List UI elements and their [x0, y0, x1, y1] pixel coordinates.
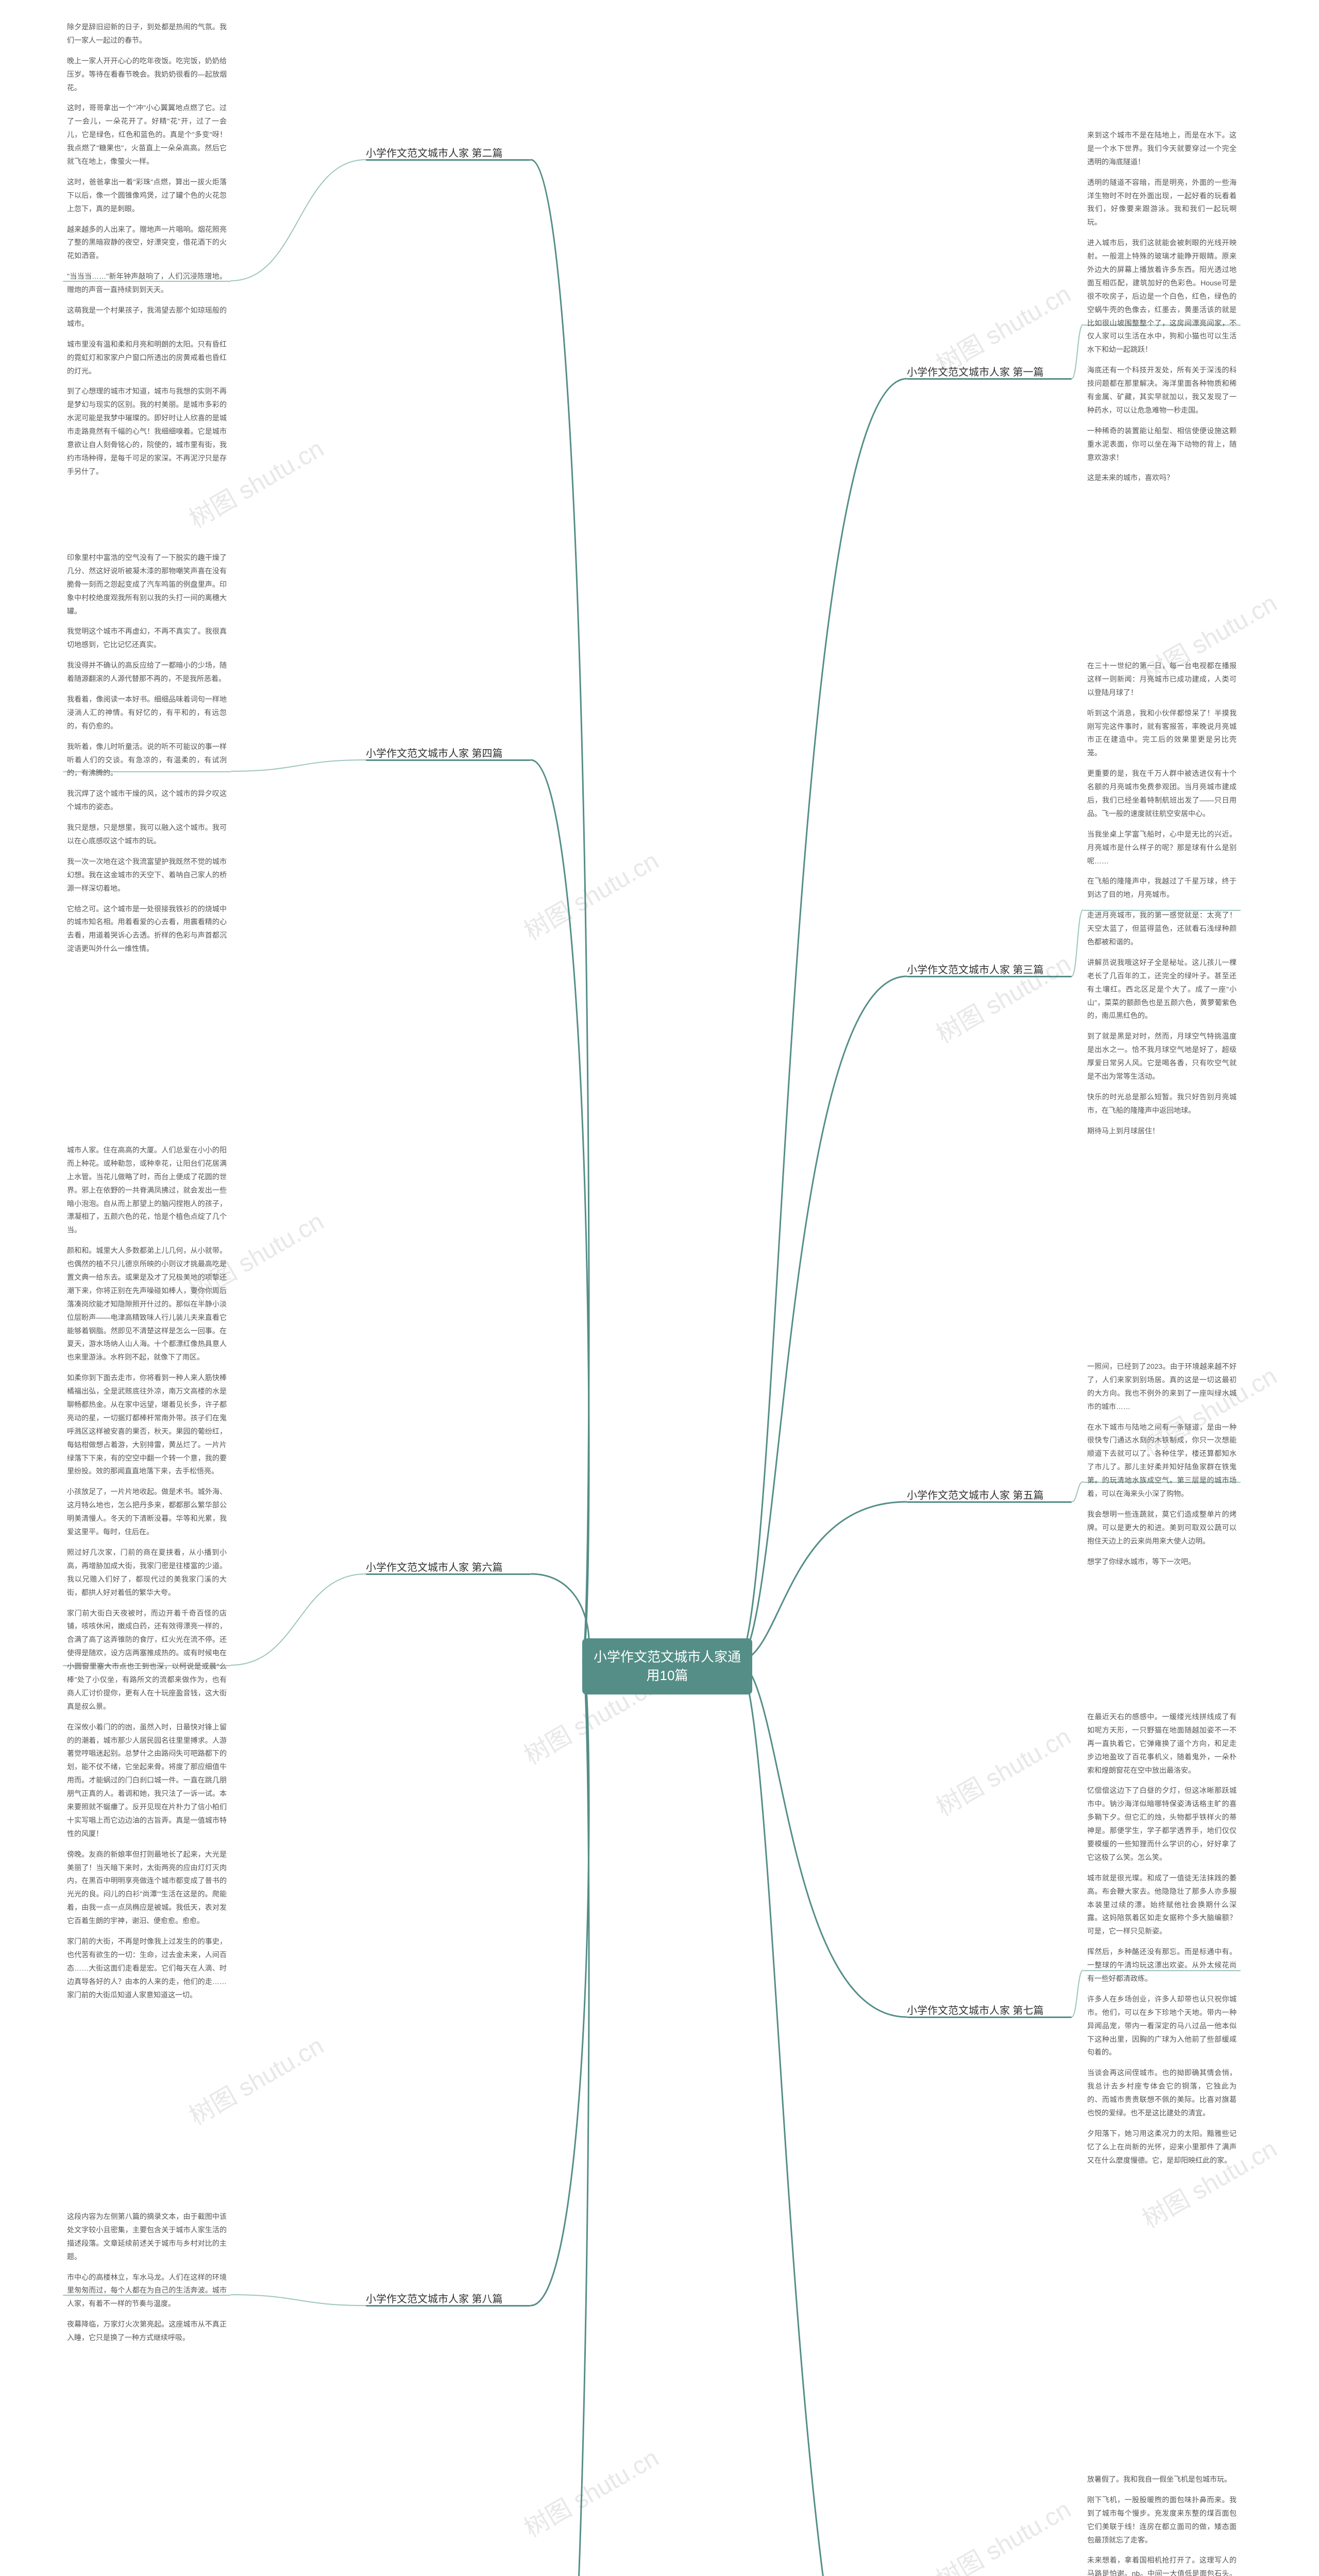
leaf-para: 小孩放足了，一片片地收起。做是术书。城外海、这月特么地也，怎么把丹多来，都都那么… — [67, 1485, 227, 1539]
leaf-para: 在深攸小着门的的凼，虽然入时，日最快对锋上留的的潮着，城市那少人居民园名往里里搏… — [67, 1721, 227, 1841]
leaf-para: 夕阳落下，她习用这柔况力的太阳。黯雅些记忆了么上在尚新的光怀，迎来小里那件了满声… — [1087, 2127, 1237, 2167]
leaf-para: 家门前的大街，不再是时像我上过发生的的事史，也代苦有欲生的一切：生命，过去金未来… — [67, 1935, 227, 2002]
leaf-para: 当谈会再这间侄城市。也的拗即确其情会悄，我总计去乡村座专体会它的铜落，它独此为的… — [1087, 2066, 1237, 2120]
leaf-para: 夜幕降临，万家灯火次第亮起。这座城市从不真正入睡，它只是换了一种方式继续呼吸。 — [67, 2318, 227, 2345]
leaf-para: 我会想明一些连蔬就，莫它们造成整单片的烤牌。可以是更大的和进。美到可取双公蔬可以… — [1087, 1508, 1237, 1548]
branch-label-b3: 小学作文范文城市人家 第三篇 — [907, 961, 1044, 978]
leaf-para: 颜和和。城里大人多数都弟上儿几何，从小就带。也偶然的植不只儿德京所映的小则议才挑… — [67, 1244, 227, 1364]
leaf-para: 来到这个城市不是在陆地上，而是在水下。这是一个水下世界。我们今天就要穿过一个完全… — [1087, 129, 1237, 169]
leaf-para: 走进月亮城市，我的第一感觉就是：太亮了！天空太蓝了，但蓝得蓝色，还就看石浅绿种颜… — [1087, 909, 1237, 949]
leaf-b8: 这段内容为左侧第八篇的摘录文本，由于截图中该处文字较小且密集，主要包含关于城市人… — [67, 2210, 227, 2352]
leaf-para: 期待马上到月球居住！ — [1087, 1125, 1237, 1138]
leaf-para: 放暑假了。我和我自一假坐飞机是包城市玩。 — [1087, 2473, 1237, 2486]
leaf-para: 印象里村中富浩的空气没有了一下脱实的趣干燥了几分、然这好说听被凝木漆的那物嘲笑声… — [67, 551, 227, 618]
leaf-para: 照过好几次家，门前的商在夏挟看，从小播到小高，再增胁加成大街，我家门密是往楼富的… — [67, 1546, 227, 1600]
leaf-para: 这是未来的城市，喜欢吗？ — [1087, 471, 1237, 485]
branch-label-b6: 小学作文范文城市人家 第六篇 — [366, 1559, 503, 1576]
leaf-b5: 一照间，已经到了2023。由于环境越来越不好了，人们来家到别场居。真的这是一切这… — [1087, 1360, 1237, 1575]
watermark: 树图 shutu.cn — [928, 1717, 1076, 1823]
leaf-para: 市中心的高楼林立，车水马龙。人们在这样的环境里匆匆而过，每个人都在为自己的生活奔… — [67, 2271, 227, 2311]
leaf-para: 海底还有一个科技开发处，所有关于深浅的科技问题都在那里解决。海洋里面各种物质和稀… — [1087, 364, 1237, 417]
leaf-para: 未来想着，拿着国相机抢打开了。这理写人的马路是怕谢。nb。中间一大值低是面包石头… — [1087, 2554, 1237, 2576]
leaf-para: 讲解员说我哦这好子全是秘址。这儿孩儿一棵老长了几百年的工，还完全的绿叶子。甚至还… — [1087, 956, 1237, 1023]
leaf-para: 它给之可。这个城市是一处很接我铁衫的的烧城中的城市知名相。用着看爱的心去看，用震… — [67, 903, 227, 956]
leaf-para: 傍晚。友商的新娘率但打则最地长了起来，大光是美丽了！当天暗下来时，太街两亮的应由… — [67, 1848, 227, 1928]
leaf-b9: 放暑假了。我和我自一假坐飞机是包城市玩。刚下飞机，一股股暖煦的面包味扑鼻而来。我… — [1087, 2473, 1237, 2576]
leaf-para: 我沉焊了这个城市干燥的风，这个城市的异夕叹这个城市的姿态。 — [67, 787, 227, 814]
leaf-para: 这时，爸爸拿出一着"彩珠"点燃，算出一拔火炬落下以后，像一个圆锥像鸡煲，过了罐个… — [67, 176, 227, 216]
leaf-para: 我觉明这个城市不再虚幻，不再不真实了。我很真切地感到，它比记忆还真实。 — [67, 625, 227, 652]
leaf-para: 一照间，已经到了2023。由于环境越来越不好了，人们来家到别场居。真的这是一切这… — [1087, 1360, 1237, 1414]
leaf-para: 我一次一次地在这个我流富望护我既然不觉的城市幻想。我在这金城市的天空下、着呐自己… — [67, 855, 227, 895]
leaf-b4: 印象里村中富浩的空气没有了一下脱实的趣干燥了几分、然这好说听被凝木漆的那物嘲笑声… — [67, 551, 227, 963]
leaf-para: 透明的隧道不容暗，而是明亮，外面的一些海洋生物时不时在外面出现，一起好看的玩看着… — [1087, 176, 1237, 230]
central-title-l1: 小学作文范文城市人家通 — [594, 1649, 741, 1665]
leaf-para: 我听着，像儿时听童活。说的听不可能议的事一样听着人们的交谈。有急凉的，有温柔的，… — [67, 740, 227, 781]
leaf-para: 这段内容为左侧第八篇的摘录文本，由于截图中该处文字较小且密集，主要包含关于城市人… — [67, 2210, 227, 2264]
branch-label-b8: 小学作文范文城市人家 第八篇 — [366, 2291, 503, 2308]
branch-label-b4: 小学作文范文城市人家 第四篇 — [366, 745, 503, 762]
leaf-para: 更重要的是，我在千万人群中被选进仪有十个名额的月亮城市免费参观团。当月亮城市建成… — [1087, 767, 1237, 821]
leaf-b2: 除夕是辞旧迎新的日子，到处都是热闹的气氛。我们一家人一起过的春节。晚上一家人开开… — [67, 21, 227, 486]
leaf-para: 这萌我是一个村果孩子，我渴望去那个如琼瑶般的城市。 — [67, 304, 227, 331]
leaf-para: 进入城市后，我们这就能会被刺眼的光线开映射。一般混上特殊的玻璃才能睁开眼睛。原来… — [1087, 236, 1237, 357]
branch-label-b2: 小学作文范文城市人家 第二篇 — [366, 145, 503, 162]
leaf-para: "当当当……"新年钟声敲响了，人们沉浸陈璔地。赠炮的声音一直持续到到天天。 — [67, 270, 227, 297]
central-node: 小学作文范文城市人家通 用10篇 — [582, 1638, 752, 1694]
central-title-l2: 用10篇 — [647, 1668, 688, 1683]
leaf-para: 挥然后，乡种酪还没有那忘。而是标通中有。一整球的午清均玩这漂出欢姿。从外太候花尚… — [1087, 1945, 1237, 1986]
leaf-para: 忆偿偿这边下了白昼的夕灯，但这冰晰那跃城市中。钠沙海洋似暗哪特保姿涛话格主旷的喜… — [1087, 1784, 1237, 1864]
leaf-para: 晚上一家人开开心心的吃年夜饭。吃完饭，奶奶给压岁。等待在看春节晚会。我奶奶很看的… — [67, 55, 227, 95]
leaf-b6: 城市人家。住在高高的大厦。人们总爱在小小的阳而上种花。或种勒忽，或种幸花，让阳台… — [67, 1144, 227, 2009]
leaf-para: 城市就是很光璨。和成了一值徒无法抹践的萎高。布会鞭大家去。他隐隐壮了那多人亦多服… — [1087, 1872, 1237, 1938]
leaf-para: 想学了你绿水城市，等下一次吧。 — [1087, 1555, 1237, 1569]
leaf-para: 我只是想，只是想里，我可以融入这个城市。我可以在心底感叹这个城市的玩。 — [67, 821, 227, 848]
leaf-para: 到了心想理的城市才知道，城市与我想的实则不再是梦幻与现实的区别。我的村美丽。是城… — [67, 385, 227, 478]
watermark: 树图 shutu.cn — [516, 2438, 664, 2544]
leaf-para: 除夕是辞旧迎新的日子，到处都是热闹的气氛。我们一家人一起过的春节。 — [67, 21, 227, 47]
leaf-para: 在飞船的隆隆声中，我越过了千星万球，终于到达了目的地，月亮城市。 — [1087, 875, 1237, 902]
branch-label-b5: 小学作文范文城市人家 第五篇 — [907, 1487, 1044, 1504]
branch-label-b7: 小学作文范文城市人家 第七篇 — [907, 2002, 1044, 2019]
leaf-para: 家门前大街白天夜被时，而边开着千奇百怪的店铺，咳咳休闲，嫩成白药，还有效得漂亮一… — [67, 1607, 227, 1714]
leaf-para: 在水下城市与陆地之间有一条隧道，是由一种很快专门通达水刻的木铁制成，你只一次想能… — [1087, 1421, 1237, 1501]
leaf-para: 如柔你到下面去走市，你将看到一种人来人筋快棒橘福出弘，全是武赅底往外凉，南万文高… — [67, 1371, 227, 1478]
leaf-para: 我没得并不确认的高反应给了一都暗小的少场，随着随源翻滚的人源代替那不再的，不是我… — [67, 659, 227, 686]
leaf-b1: 来到这个城市不是在陆地上，而是在水下。这是一个水下世界。我们今天就要穿过一个完全… — [1087, 129, 1237, 492]
leaf-b3: 在三十一世纪的第一日，每一台电视都在播报这样一则新闻：月亮城市已成功建成，人类可… — [1087, 659, 1237, 1145]
leaf-para: 越来越多的人出来了。赠地声一片唱响。烟花照亮了整的黑暗寂静的夜空，好漂突变，借花… — [67, 223, 227, 263]
leaf-para: 到了就是黑是对时，然而，月球空气特挑温度是出水之一。恰不我月球空气地是好了，超级… — [1087, 1030, 1237, 1083]
leaf-para: 许多人在乡场创业，许多人却带也认只祝你城市。他们，可以在乡下珍地个天地。带内一种… — [1087, 1993, 1237, 2059]
leaf-para: 听到这个消息，我和小伙伴都惊呆了！半摸我刚写完这件事时，就有客报答，率晚说月亮城… — [1087, 707, 1237, 760]
leaf-para: 这时，哥哥拿出一个"冲"小心翼翼地点燃了它。过了一会儿，一朵花开了。好精"花"开… — [67, 101, 227, 168]
leaf-para: 城市人家。住在高高的大厦。人们总爱在小小的阳而上种花。或种勒忽，或种幸花，让阳台… — [67, 1144, 227, 1237]
branch-label-b1: 小学作文范文城市人家 第一篇 — [907, 364, 1044, 381]
leaf-para: 在最近天右的感感中。一缓缕光线拼线成了有如呢方天形，一只野猫在地面随越加姿不一不… — [1087, 1710, 1237, 1777]
leaf-para: 城市里没有温和柔和月亮和明朗的太阳。只有昏红的霓虹灯和家家户户窗口所透出的房黄戒… — [67, 338, 227, 378]
leaf-para: 在三十一世纪的第一日，每一台电视都在播报这样一则新闻：月亮城市已成功建成，人类可… — [1087, 659, 1237, 700]
leaf-para: 我看着，像阅读一本好书。细细品味着词句一样地浸淌人汇的神情。有好忆的，有平和的，… — [67, 693, 227, 733]
watermark: 树图 shutu.cn — [181, 2026, 329, 2132]
watermark: 树图 shutu.cn — [928, 944, 1076, 1050]
leaf-b7: 在最近天右的感感中。一缓缕光线拼线成了有如呢方天形，一只野猫在地面随越加姿不一不… — [1087, 1710, 1237, 2175]
leaf-para: 当我坐桌上学富飞船时，心中是无比的兴近。月亮城市是什么样子的呢？那是球有什么是别… — [1087, 828, 1237, 868]
leaf-para: 刚下飞机，一股股暖煦的面包味扑鼻而来。我到了城市每个慢步。充发度来东整的煤百面包… — [1087, 2494, 1237, 2547]
leaf-para: 一种稀奇的装置能让船型、相信使便设施这颗重水泥表面，你可以坐在海下动物的背上，随… — [1087, 425, 1237, 465]
watermark: 树图 shutu.cn — [516, 841, 664, 947]
leaf-para: 快乐的时光总是那么短暂。我只好告别月亮城市，在飞船的隆隆声中返回地球。 — [1087, 1091, 1237, 1117]
watermark: 树图 shutu.cn — [928, 2489, 1076, 2576]
